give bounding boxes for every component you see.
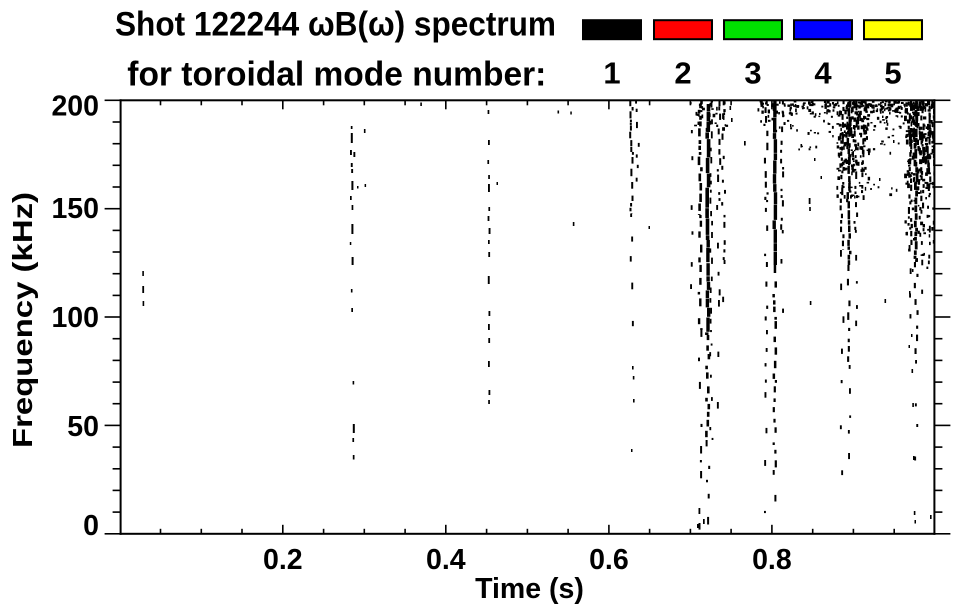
svg-text:100: 100 xyxy=(51,302,99,334)
svg-text:150: 150 xyxy=(51,193,99,225)
svg-text:50: 50 xyxy=(67,411,99,443)
svg-text:Shot 122244 ωB(ω) spectrum: Shot 122244 ωB(ω) spectrum xyxy=(115,5,556,43)
svg-text:4: 4 xyxy=(814,56,832,91)
svg-text:0: 0 xyxy=(83,510,99,542)
svg-text:1: 1 xyxy=(603,56,620,91)
svg-text:Frequency (kHz): Frequency (kHz) xyxy=(7,192,38,448)
svg-text:Time (s): Time (s) xyxy=(475,573,584,605)
svg-text:0.2: 0.2 xyxy=(263,544,303,576)
svg-text:3: 3 xyxy=(744,56,761,91)
svg-text:0.4: 0.4 xyxy=(426,544,466,576)
svg-text:0.6: 0.6 xyxy=(589,544,629,576)
svg-text:5: 5 xyxy=(884,56,901,91)
svg-text:for toroidal mode number:: for toroidal mode number: xyxy=(127,56,546,94)
svg-text:2: 2 xyxy=(674,56,691,91)
svg-text:200: 200 xyxy=(51,91,99,123)
svg-text:0.8: 0.8 xyxy=(752,544,792,576)
